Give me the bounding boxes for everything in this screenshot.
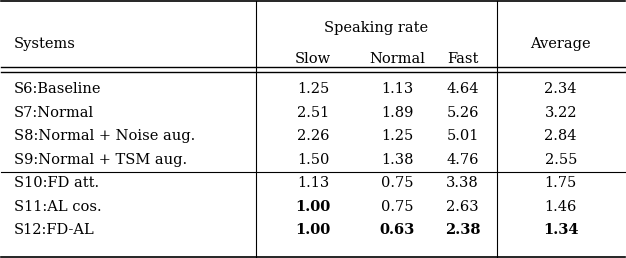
- Text: 5.01: 5.01: [446, 130, 479, 143]
- Text: 2.51: 2.51: [297, 106, 329, 120]
- Text: 1.25: 1.25: [297, 83, 329, 96]
- Text: 1.00: 1.00: [295, 223, 331, 237]
- Text: Average: Average: [530, 36, 591, 51]
- Text: 0.75: 0.75: [381, 176, 413, 190]
- Text: S10:FD att.: S10:FD att.: [14, 176, 99, 190]
- Text: 2.26: 2.26: [297, 130, 329, 143]
- Text: 1.25: 1.25: [381, 130, 413, 143]
- Text: Speaking rate: Speaking rate: [324, 21, 428, 35]
- Text: 1.75: 1.75: [545, 176, 577, 190]
- Text: 1.38: 1.38: [381, 153, 413, 167]
- Text: S8:Normal + Noise aug.: S8:Normal + Noise aug.: [14, 130, 195, 143]
- Text: 1.13: 1.13: [381, 83, 413, 96]
- Text: 2.84: 2.84: [545, 130, 577, 143]
- Text: 2.34: 2.34: [545, 83, 577, 96]
- Text: 1.89: 1.89: [381, 106, 413, 120]
- Text: 2.38: 2.38: [445, 223, 480, 237]
- Text: 1.34: 1.34: [543, 223, 578, 237]
- Text: S9:Normal + TSM aug.: S9:Normal + TSM aug.: [14, 153, 187, 167]
- Text: S6:Baseline: S6:Baseline: [14, 83, 101, 96]
- Text: S11:AL cos.: S11:AL cos.: [14, 200, 101, 214]
- Text: 1.13: 1.13: [297, 176, 329, 190]
- Text: S12:FD-AL: S12:FD-AL: [14, 223, 95, 237]
- Text: Systems: Systems: [14, 36, 76, 51]
- Text: 3.22: 3.22: [545, 106, 577, 120]
- Text: 1.46: 1.46: [545, 200, 577, 214]
- Text: S7:Normal: S7:Normal: [14, 106, 94, 120]
- Text: 2.55: 2.55: [545, 153, 577, 167]
- Text: Fast: Fast: [447, 52, 478, 66]
- Text: 0.63: 0.63: [379, 223, 415, 237]
- Text: Slow: Slow: [295, 52, 331, 66]
- Text: 4.76: 4.76: [446, 153, 479, 167]
- Text: 1.00: 1.00: [295, 200, 331, 214]
- Text: 5.26: 5.26: [446, 106, 479, 120]
- Text: 3.38: 3.38: [446, 176, 479, 190]
- Text: 1.50: 1.50: [297, 153, 329, 167]
- Text: 2.63: 2.63: [446, 200, 479, 214]
- Text: 0.75: 0.75: [381, 200, 413, 214]
- Text: 4.64: 4.64: [446, 83, 479, 96]
- Text: Normal: Normal: [369, 52, 425, 66]
